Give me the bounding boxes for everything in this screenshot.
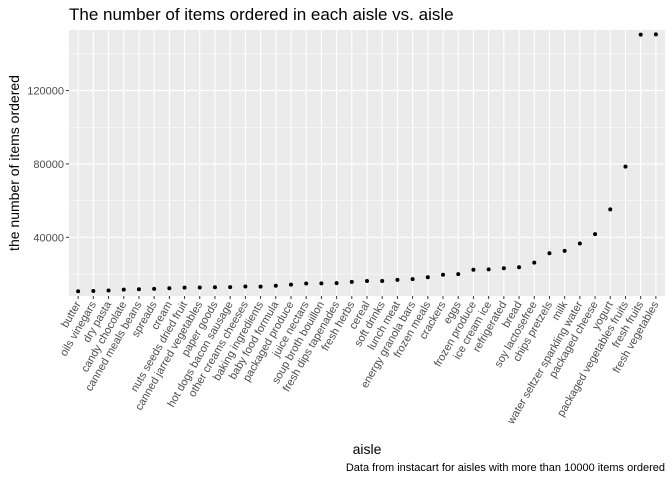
y-axis-title: the number of items ordered: [6, 75, 22, 251]
data-point: [653, 32, 658, 37]
data-point: [349, 279, 354, 284]
data-point: [167, 286, 172, 291]
data-point: [441, 272, 446, 277]
data-point: [288, 282, 293, 287]
data-point: [136, 287, 141, 292]
data-point: [121, 287, 126, 292]
data-point: [212, 285, 217, 290]
y-axis: 40000 80000 120000: [27, 86, 69, 244]
data-point: [486, 267, 491, 272]
data-point: [365, 278, 369, 283]
y-tick-label: 40000: [33, 232, 64, 244]
data-points: [76, 32, 658, 294]
data-point: [410, 277, 415, 282]
data-point: [456, 272, 461, 277]
data-point: [243, 284, 248, 289]
data-point: [425, 275, 430, 280]
data-point: [319, 281, 324, 286]
y-tick-label: 120000: [27, 86, 64, 98]
data-point: [380, 278, 385, 283]
data-point: [258, 284, 263, 289]
data-point: [152, 286, 157, 291]
data-point: [197, 285, 202, 290]
x-axis-title: aisle: [353, 441, 382, 457]
data-point: [562, 248, 567, 253]
chart-title: The number of items ordered in each aisl…: [69, 5, 454, 24]
data-point: [608, 207, 613, 212]
data-point: [501, 266, 506, 271]
data-point: [76, 289, 81, 294]
data-point: [547, 251, 552, 256]
data-point: [273, 283, 278, 288]
data-point: [228, 285, 233, 290]
data-point: [334, 281, 339, 286]
data-point: [182, 285, 187, 290]
data-point: [91, 289, 96, 294]
data-point: [532, 260, 537, 265]
y-tick-label: 80000: [33, 159, 64, 171]
grid-lines: [69, 30, 665, 296]
data-point: [395, 277, 400, 282]
data-point: [593, 232, 598, 237]
data-point: [106, 288, 111, 293]
data-point: [577, 241, 582, 246]
data-point: [471, 267, 476, 272]
data-point: [638, 32, 643, 37]
chart-caption: Data from instacart for aisles with more…: [346, 462, 665, 474]
data-point: [623, 164, 628, 169]
data-point: [517, 265, 522, 270]
data-point: [304, 281, 309, 286]
